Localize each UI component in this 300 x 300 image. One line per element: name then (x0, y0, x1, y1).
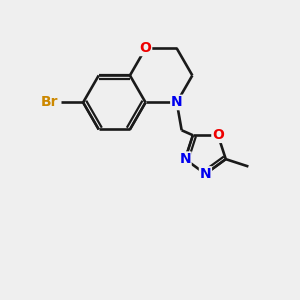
Text: N: N (179, 152, 191, 166)
Text: O: O (212, 128, 224, 142)
Text: N: N (200, 167, 211, 181)
Text: Br: Br (41, 95, 58, 110)
Text: O: O (140, 41, 152, 56)
Text: N: N (171, 95, 183, 110)
